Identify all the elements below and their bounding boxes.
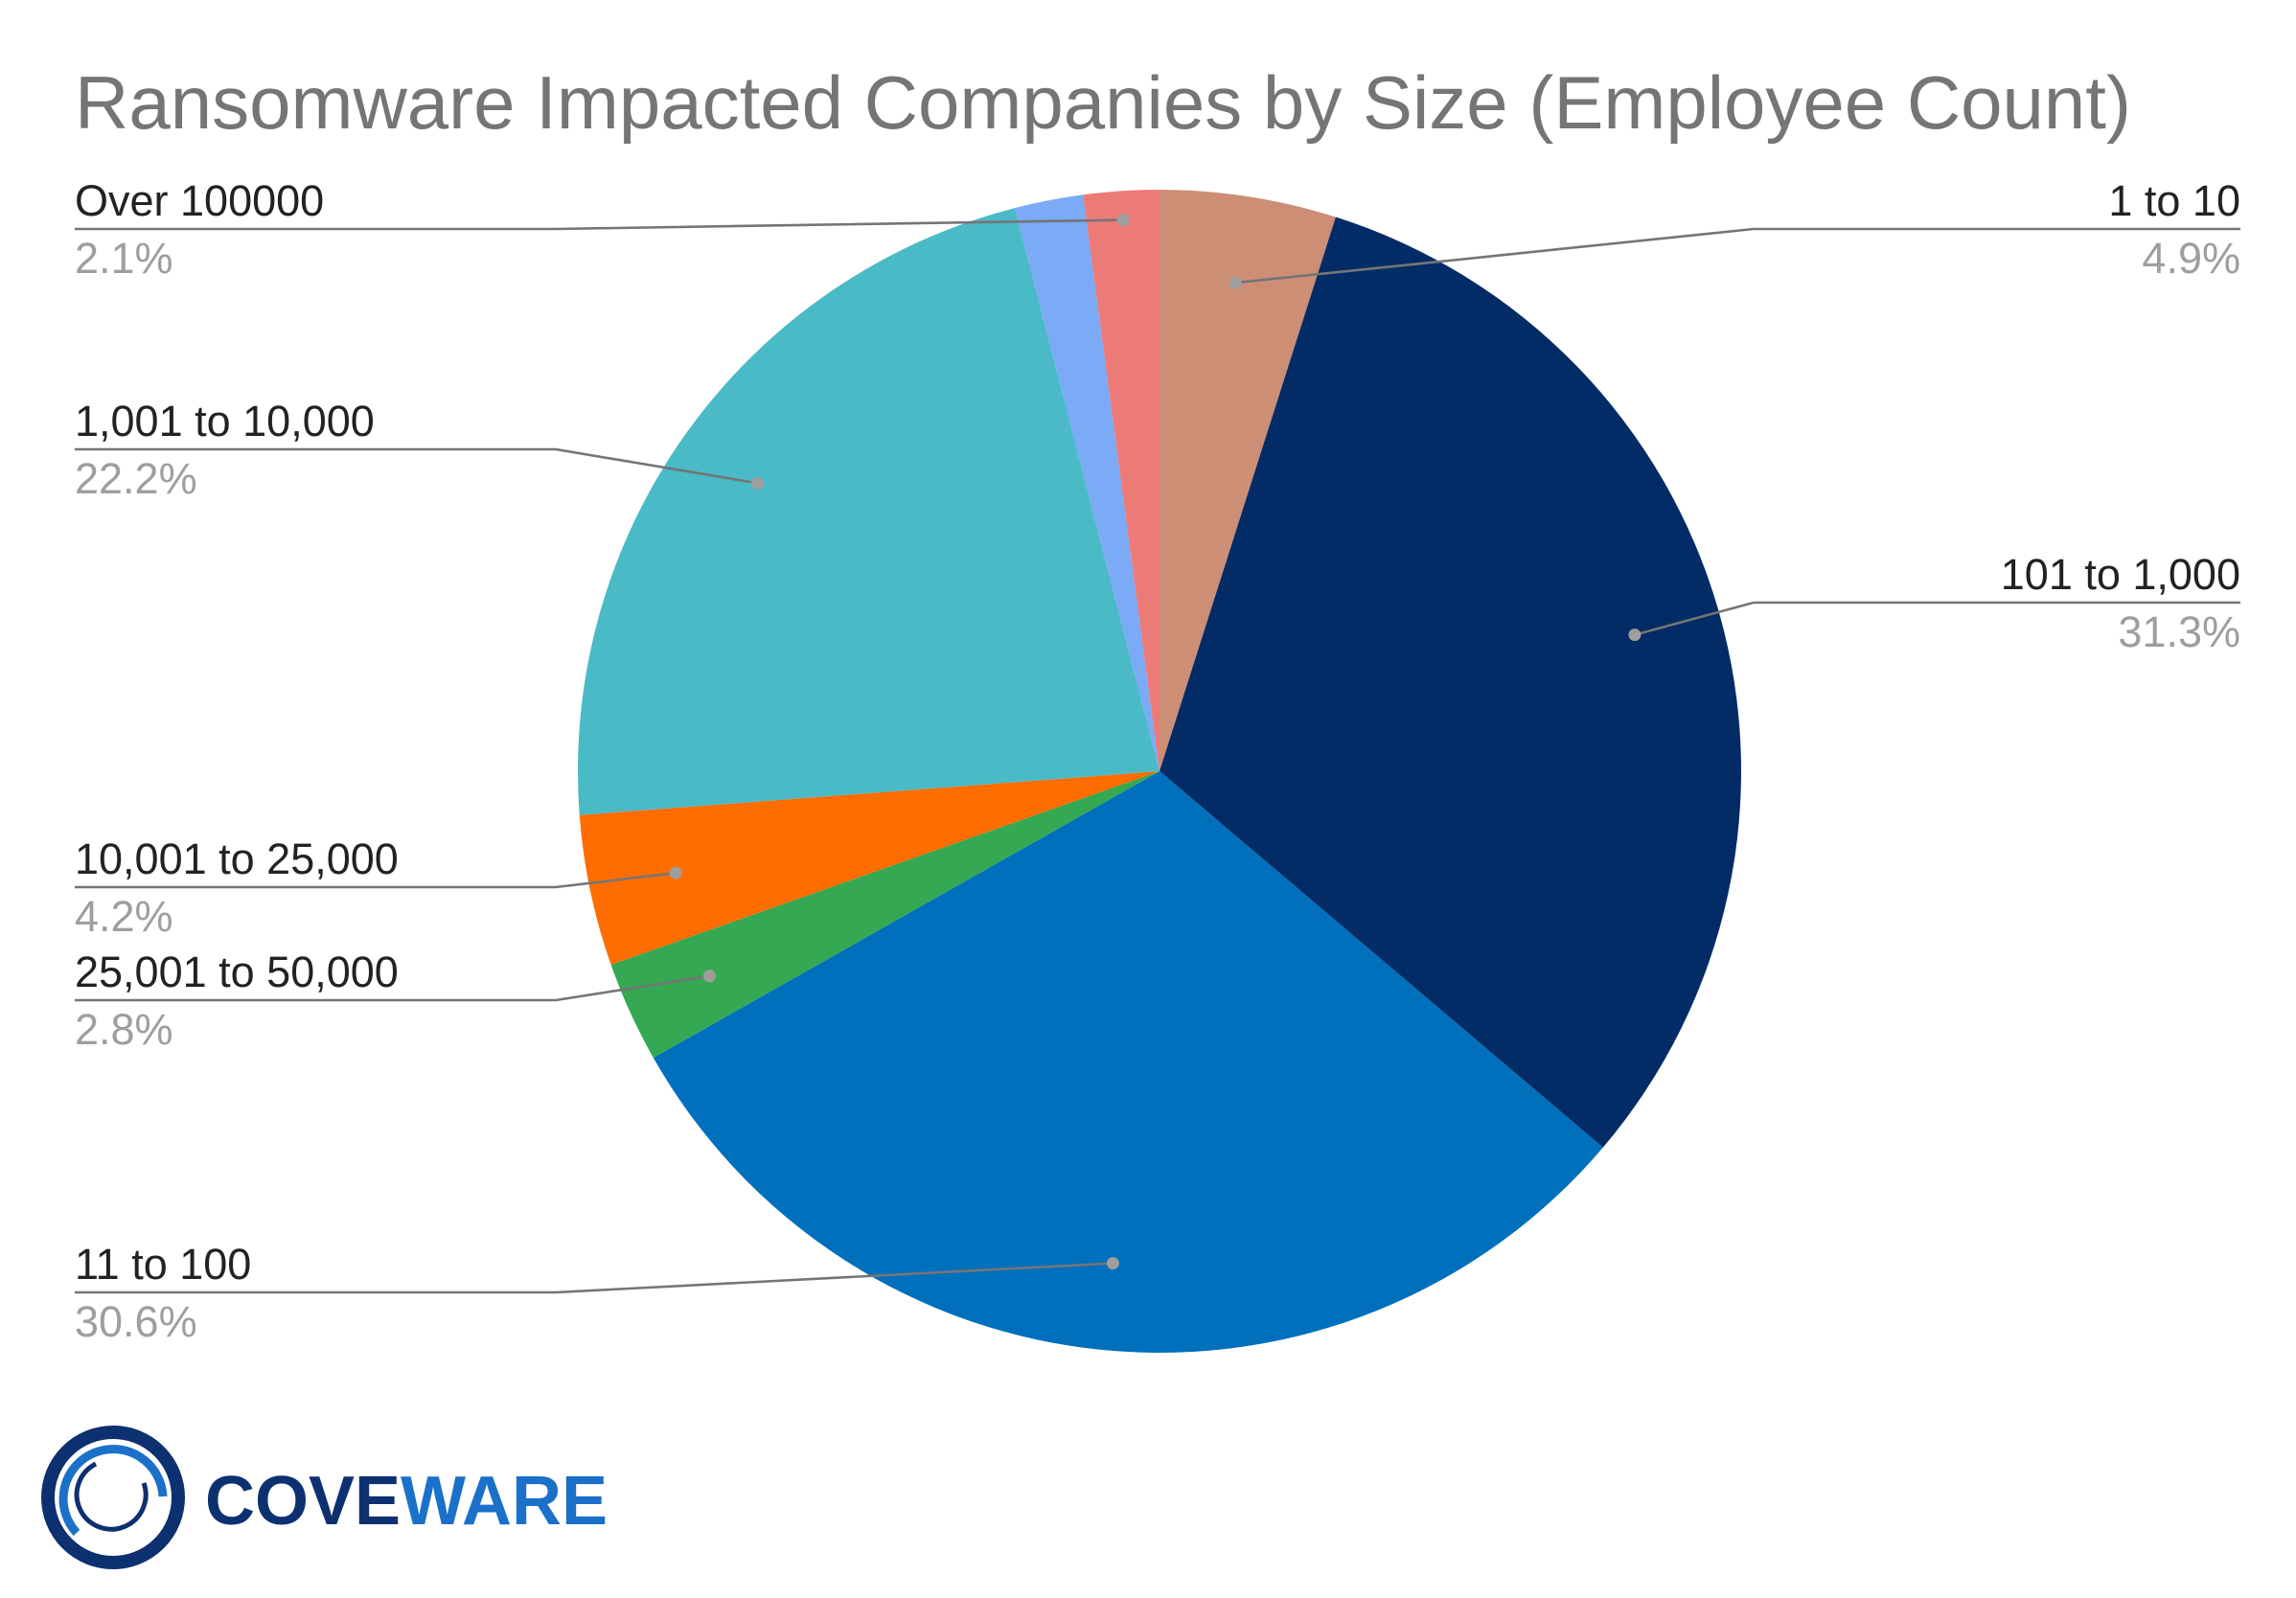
leader-line-25-001-to-50-000: [75, 974, 710, 1002]
leader-line-10-001-to-25-000: [75, 871, 677, 889]
pie-slice-10-001-to-25-000: [579, 771, 1159, 966]
leader-dot-10-001-to-25-000: [669, 866, 682, 879]
logo-text-ware: WARE: [401, 1463, 608, 1540]
leader-dot-11-to-100: [1106, 1257, 1119, 1270]
slice-value-1-001-to-10-000: 22.2%: [75, 454, 197, 503]
pie-slice-1-001-to-10-000: [578, 208, 1159, 815]
slice-label-1-to-10: 1 to 10: [2108, 176, 2240, 225]
slice-label-10-001-to-25-000: 10,001 to 25,000: [75, 834, 399, 883]
slice-value-1-to-10: 4.9%: [2142, 234, 2240, 283]
slice-value-101-to-1-000: 31.3%: [2118, 607, 2240, 656]
coveware-logo: COVEWARE: [41, 1426, 608, 1569]
pie-slice-over-100000: [1083, 190, 1159, 771]
slice-label-101-to-1-000: 101 to 1,000: [2001, 550, 2240, 599]
leader-line-1-to-10: [1234, 227, 2240, 285]
slice-labels: 1 to 10 4.9% 101 to 1,000 31.3% 11 to 100 30.…: [75, 176, 2240, 1346]
leader-line-11-to-100: [75, 1262, 1114, 1294]
slice-value-11-to-100: 30.6%: [75, 1297, 197, 1346]
pie-slice-101-to-1-000: [1159, 217, 1741, 1148]
pie-slice-unlabeled-6: [1015, 194, 1159, 772]
leader-dot-25-001-to-50-000: [702, 970, 716, 983]
pie-slice-25-001-to-50-000: [610, 771, 1159, 1059]
leader-dot-over-100000: [1116, 214, 1130, 227]
slice-label-over-100000: Over 100000: [75, 176, 324, 225]
slice-label-1-001-to-10-000: 1,001 to 10,000: [75, 397, 375, 445]
logo-text-cove: COVE: [205, 1463, 401, 1540]
coveware-swirl-icon: [41, 1426, 185, 1569]
logo-text: COVEWARE: [205, 1463, 608, 1540]
pie-slice-1-to-10: [1159, 190, 1336, 771]
slice-label-11-to-100: 11 to 100: [75, 1240, 251, 1289]
pie-slices: [578, 190, 1741, 1353]
chart-title: Ransomware Impacted Companies by Size (E…: [75, 60, 2131, 145]
leader-dot-1-001-to-10-000: [751, 476, 765, 490]
pie-slice-11-to-100: [653, 771, 1603, 1353]
leader-line-1-001-to-10-000: [75, 447, 758, 485]
leader-dot-1-to-10: [1228, 276, 1242, 289]
slice-label-25-001-to-50-000: 25,001 to 50,000: [75, 947, 399, 996]
slice-value-10-001-to-25-000: 4.2%: [75, 892, 173, 941]
leader-line-over-100000: [75, 218, 1124, 231]
leader-dot-101-to-1-000: [1628, 628, 1642, 642]
leader-line-101-to-1-000: [1634, 601, 2240, 636]
slice-value-over-100000: 2.1%: [75, 234, 173, 283]
slice-value-25-001-to-50-000: 2.8%: [75, 1005, 173, 1054]
